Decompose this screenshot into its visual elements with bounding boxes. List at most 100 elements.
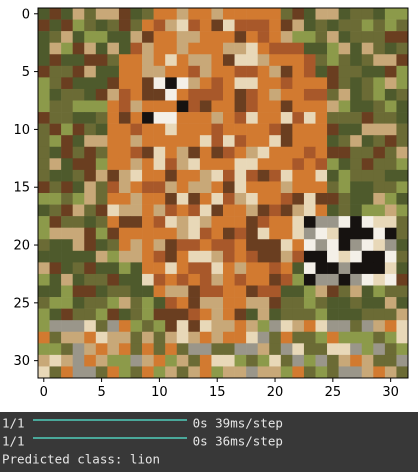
pixel (142, 262, 154, 275)
pixel (188, 250, 201, 263)
pixel (350, 308, 363, 321)
pixel (153, 146, 166, 159)
pixel (257, 285, 270, 298)
pixel (257, 31, 270, 43)
pixel (118, 8, 131, 20)
pixel (396, 354, 409, 367)
pixel (118, 135, 131, 148)
pixel (223, 273, 235, 286)
pixel (130, 112, 143, 124)
pixel (61, 297, 73, 309)
pixel (361, 262, 374, 275)
pixel (246, 366, 258, 379)
pixel (188, 297, 201, 309)
pixel (338, 169, 351, 182)
pixel (49, 320, 62, 333)
pixel (38, 42, 50, 55)
pixel (95, 100, 108, 113)
pixel (61, 262, 73, 275)
pixel (130, 262, 143, 275)
pixel (72, 112, 85, 124)
pixel (130, 354, 143, 367)
pixel (95, 204, 108, 217)
pixel (396, 262, 409, 275)
pixel (373, 250, 386, 263)
pixel (130, 331, 143, 344)
pixel (211, 193, 224, 205)
pixel (384, 216, 397, 228)
pixel (234, 169, 247, 182)
pixel (338, 239, 351, 252)
pixel (303, 19, 316, 32)
pixel (361, 169, 374, 182)
pixel (327, 354, 339, 367)
pixel (188, 320, 201, 333)
pixel (199, 262, 212, 275)
pixel (280, 158, 293, 171)
pixel (350, 65, 363, 78)
pixel (142, 331, 154, 344)
pixel (384, 320, 397, 333)
pixel (142, 158, 154, 171)
pixel (199, 366, 212, 379)
pixel (84, 273, 97, 286)
pixel (384, 65, 397, 78)
pixel (165, 54, 178, 67)
pixel (49, 54, 62, 67)
pixel (95, 65, 108, 78)
pixel (118, 19, 131, 32)
pixel (303, 331, 316, 344)
pixel (95, 123, 108, 136)
pixel (61, 88, 73, 101)
pixel (223, 354, 235, 367)
pixel (246, 158, 258, 171)
pixel (176, 158, 189, 171)
pixel (153, 273, 166, 286)
pixel (269, 366, 282, 379)
x-tick-label: 30 (382, 385, 399, 400)
pixel (188, 31, 201, 43)
pixel (130, 227, 143, 240)
pixel (61, 227, 73, 240)
pixel (315, 100, 328, 113)
pixel (118, 193, 131, 205)
pixel (176, 250, 189, 263)
pixel (350, 354, 363, 367)
pixel (107, 158, 120, 171)
pixel (188, 285, 201, 298)
pixel (246, 297, 258, 309)
pixel (107, 169, 120, 182)
pixel (188, 262, 201, 275)
pixel (223, 181, 235, 194)
pixel (38, 146, 50, 159)
pixel (176, 216, 189, 228)
pixel (118, 273, 131, 286)
pixel (396, 54, 409, 67)
pixel (107, 77, 120, 90)
pixel (165, 19, 178, 32)
pixel (176, 8, 189, 20)
pixel (396, 123, 409, 136)
pixel (327, 19, 339, 32)
pixel (350, 227, 363, 240)
pixel (338, 146, 351, 159)
pixel (61, 216, 73, 228)
pixel (234, 54, 247, 67)
pixel (234, 331, 247, 344)
x-tick-label: 20 (267, 385, 284, 400)
pixel (292, 123, 305, 136)
pixel (315, 320, 328, 333)
pixel (188, 216, 201, 228)
pixel (49, 123, 62, 136)
x-tick-label: 0 (40, 385, 48, 400)
pixel (246, 204, 258, 217)
pixel (49, 135, 62, 148)
pixel (246, 100, 258, 113)
pixel (396, 227, 409, 240)
pixel (211, 123, 224, 136)
pixel (303, 135, 316, 148)
pixel (257, 146, 270, 159)
pixel (199, 88, 212, 101)
pixel (199, 204, 212, 217)
pixel (338, 100, 351, 113)
